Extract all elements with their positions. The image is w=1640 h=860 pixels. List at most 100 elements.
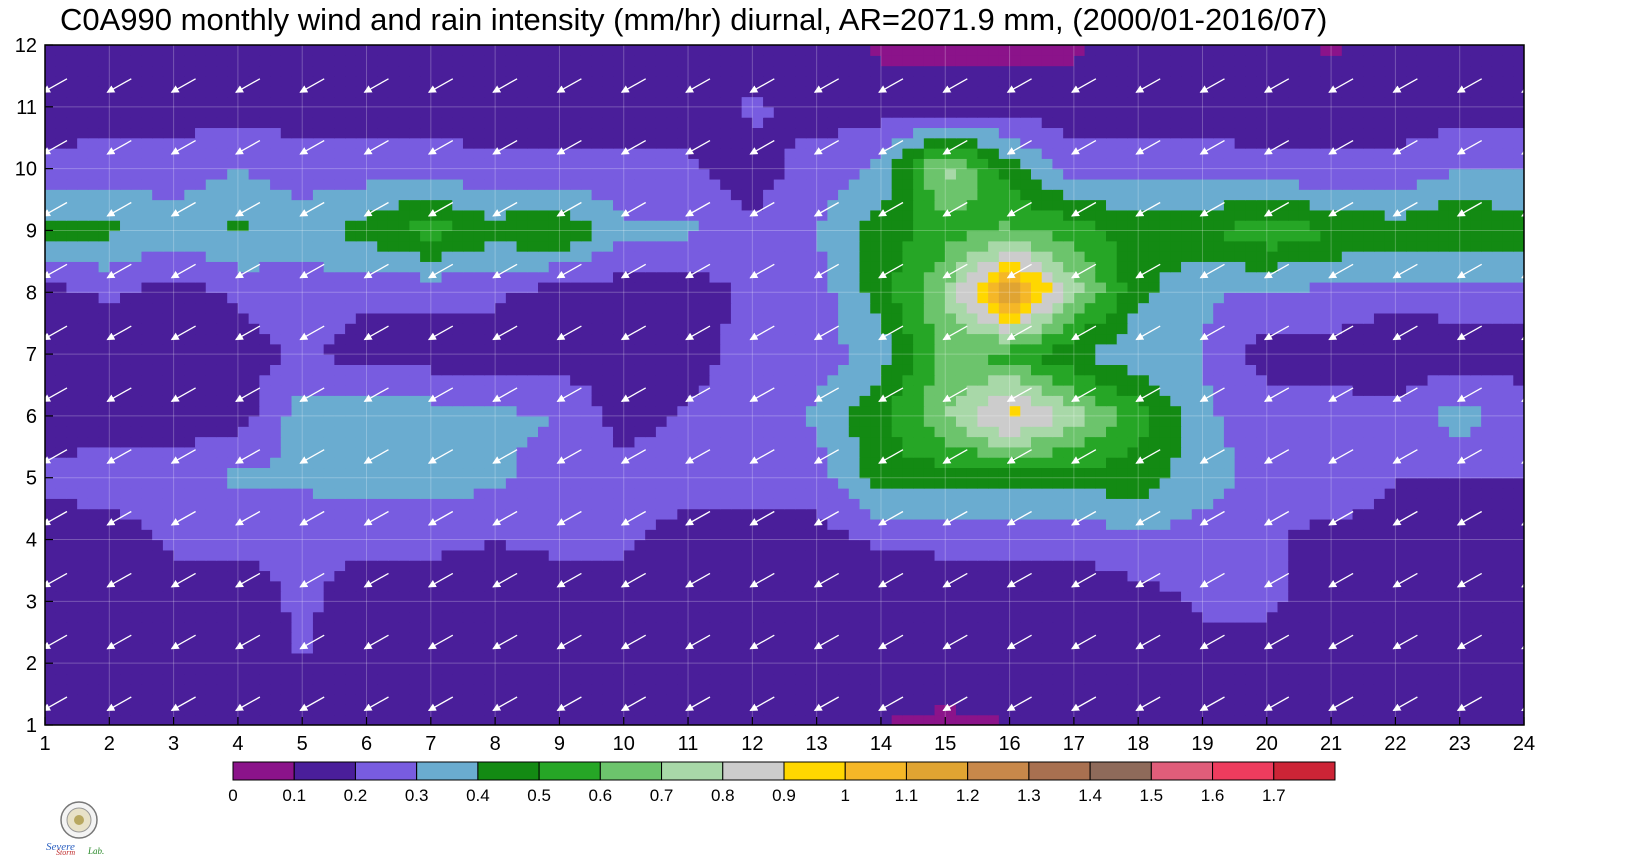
heat-cell <box>152 518 164 530</box>
heat-cell <box>998 385 1011 396</box>
heat-cell <box>173 601 185 613</box>
heat-cell <box>409 498 421 510</box>
heat-cell <box>602 436 614 448</box>
heat-cell <box>420 529 432 541</box>
heat-cell <box>45 632 57 644</box>
heat-cell <box>1513 508 1524 520</box>
heat-cell <box>1116 405 1129 417</box>
heat-cell <box>516 385 528 396</box>
heat-cell <box>1438 673 1450 685</box>
heat-cell <box>334 436 346 448</box>
heat-cell <box>1245 508 1257 520</box>
heat-cell <box>216 642 228 654</box>
heat-cell <box>259 652 271 664</box>
heat-cell <box>366 601 378 613</box>
heat-cell <box>1031 539 1043 551</box>
heat-cell <box>709 518 721 530</box>
heat-cell <box>795 570 807 582</box>
heat-cell <box>1363 642 1375 654</box>
heat-cell <box>666 518 678 530</box>
heat-cell <box>1416 436 1429 448</box>
heat-cell <box>377 621 389 633</box>
heat-cell <box>1309 436 1321 448</box>
heat-cell <box>741 436 753 448</box>
heat-cell <box>988 457 1000 469</box>
heat-cell <box>1416 395 1429 407</box>
heat-cell <box>291 714 303 725</box>
heat-cell <box>1352 385 1364 396</box>
heat-cell <box>1234 560 1246 572</box>
heat-cell <box>848 508 861 520</box>
heat-cell <box>677 632 689 644</box>
heat-cell <box>377 405 389 417</box>
heat-cell <box>377 374 389 386</box>
heat-cell <box>591 374 603 386</box>
heat-cell <box>1127 632 1139 644</box>
heat-cell <box>934 374 946 386</box>
heat-cell <box>763 580 775 592</box>
heat-cell <box>655 704 668 716</box>
heat-cell <box>634 529 646 541</box>
heat-cell <box>195 518 207 530</box>
heat-cell <box>355 652 368 664</box>
heat-cell <box>516 508 528 520</box>
heat-cell <box>1470 467 1482 479</box>
heat-cell <box>688 652 700 664</box>
heat-cell <box>109 354 121 365</box>
heat-cell <box>248 683 260 695</box>
heat-cell <box>152 508 164 520</box>
heat-cell <box>184 714 196 725</box>
heat-cell <box>1127 611 1139 623</box>
heat-cell <box>1373 405 1386 417</box>
heat-cell <box>1448 446 1461 458</box>
heat-cell <box>184 580 196 592</box>
heat-cell <box>248 405 260 417</box>
heat-cell <box>473 683 486 695</box>
heat-cell <box>355 518 368 530</box>
heat-cell <box>1513 663 1524 675</box>
heat-cell <box>1256 405 1268 417</box>
heat-cell <box>838 518 850 530</box>
heat-cell <box>602 395 614 407</box>
heat-cell <box>998 415 1011 427</box>
heat-cell <box>345 673 357 685</box>
heat-cell <box>462 436 475 448</box>
heat-cell <box>527 683 539 695</box>
heat-cell <box>1063 601 1075 613</box>
heat-cell <box>173 488 185 499</box>
heat-cell <box>377 591 389 602</box>
heat-cell <box>1202 426 1214 438</box>
heat-cell <box>355 694 368 705</box>
heat-cell <box>1363 436 1375 448</box>
heat-cell <box>1438 549 1450 561</box>
heat-cell <box>152 343 164 355</box>
heat-cell <box>1502 374 1514 386</box>
heat-cell <box>1459 673 1472 685</box>
heat-cell <box>709 714 721 725</box>
heat-cell <box>816 488 828 499</box>
heat-cell <box>891 601 903 613</box>
heat-cell <box>709 663 721 675</box>
heat-cell <box>870 683 882 695</box>
heat-cell <box>312 704 325 716</box>
heat-cell <box>827 415 839 427</box>
heat-cell <box>1073 591 1086 602</box>
heat-cell <box>173 374 185 386</box>
heat-cell <box>1363 560 1375 572</box>
heat-cell <box>1223 415 1236 427</box>
heat-cell <box>55 652 68 664</box>
heat-cell <box>270 395 282 407</box>
heat-cell <box>1031 632 1043 644</box>
heat-cell <box>934 508 946 520</box>
heat-cell <box>205 529 218 541</box>
heat-cell <box>613 621 625 633</box>
heat-cell <box>1148 652 1161 664</box>
heat-cell <box>1256 385 1268 396</box>
heat-cell <box>891 549 903 561</box>
heat-cell <box>141 714 153 725</box>
heat-cell <box>988 529 1000 541</box>
heat-cell <box>505 683 518 695</box>
heat-cell <box>237 498 250 510</box>
heat-cell <box>66 405 78 417</box>
heat-cell <box>880 694 893 705</box>
